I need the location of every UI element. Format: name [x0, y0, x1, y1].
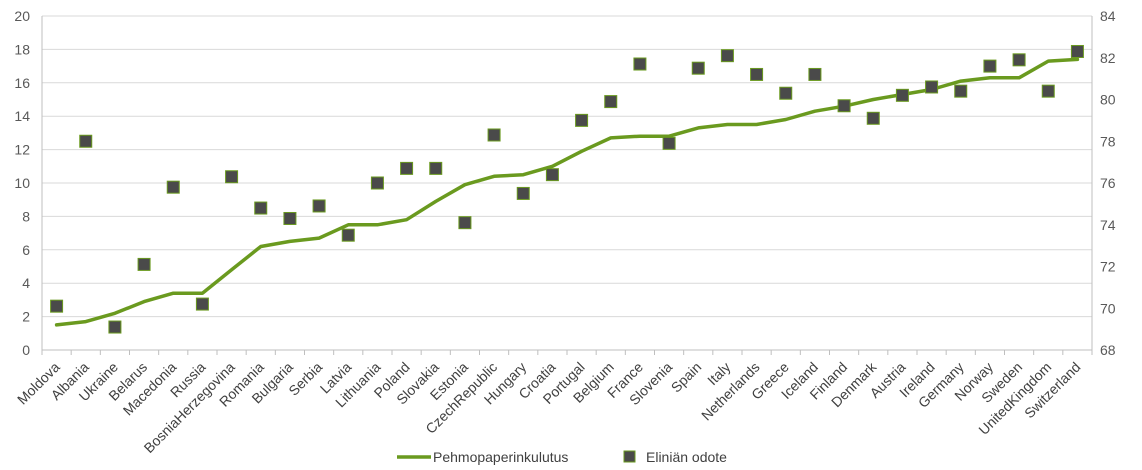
left-tick-label: 20 [14, 8, 30, 24]
category-label: Spain [668, 359, 705, 396]
data-point-marker [691, 61, 705, 75]
right-tick-label: 82 [1100, 50, 1116, 66]
data-point-marker [137, 257, 151, 271]
data-point-marker [633, 57, 647, 71]
data-point-marker [954, 84, 968, 98]
data-point-marker [166, 180, 180, 194]
data-point-marker [662, 136, 676, 150]
right-tick-label: 84 [1100, 8, 1116, 24]
right-axis-ticks: 68 70 72 74 76 78 80 82 84 [1100, 8, 1116, 358]
data-point-marker [458, 216, 472, 230]
data-point-marker [837, 99, 851, 113]
data-point-marker [1070, 44, 1084, 58]
right-tick-label: 72 [1100, 259, 1116, 275]
series-line-pehmopaperinkulutus [54, 57, 1080, 327]
left-tick-label: 14 [14, 108, 30, 124]
data-point-marker [808, 67, 822, 81]
data-point-marker [487, 128, 501, 142]
gridlines [42, 15, 1092, 318]
legend-label-line: Pehmopaperinkulutus [433, 449, 568, 465]
right-tick-label: 68 [1100, 342, 1116, 358]
right-tick-label: 76 [1100, 175, 1116, 191]
category-labels: MoldovaAlbaniaUkraineBelarusMacedoniaRus… [14, 358, 1084, 456]
line-series [54, 57, 1080, 327]
data-point-marker [283, 211, 297, 225]
data-point-marker [604, 95, 618, 109]
data-point-marker [983, 59, 997, 73]
data-point-marker [429, 161, 443, 175]
left-tick-label: 4 [22, 275, 30, 291]
data-point-marker [545, 168, 559, 182]
left-axis-ticks: 0 2 4 6 8 10 12 14 16 18 20 [14, 8, 30, 358]
legend: Pehmopaperinkulutus Eliniän odote [397, 449, 727, 465]
left-tick-label: 0 [22, 342, 30, 358]
data-point-marker [108, 320, 122, 334]
right-tick-label: 80 [1100, 92, 1116, 108]
data-point-marker [1041, 84, 1055, 98]
axes [41, 16, 1093, 355]
left-tick-label: 6 [22, 242, 30, 258]
data-point-marker [895, 88, 909, 102]
data-point-marker [79, 134, 93, 148]
legend-marker-swatch [623, 450, 636, 463]
data-point-marker [225, 170, 239, 184]
left-tick-label: 16 [14, 75, 30, 91]
data-point-marker [866, 111, 880, 125]
right-tick-label: 74 [1100, 217, 1116, 233]
legend-label-marker: Eliniän odote [646, 449, 727, 465]
data-point-marker [516, 186, 530, 200]
left-tick-label: 8 [22, 208, 30, 224]
data-point-marker [50, 299, 64, 313]
data-point-marker [720, 49, 734, 63]
data-point-marker [341, 228, 355, 242]
left-tick-label: 12 [14, 142, 30, 158]
data-point-marker [750, 67, 764, 81]
data-point-marker [575, 113, 589, 127]
data-point-marker [1012, 53, 1026, 67]
data-point-marker [925, 80, 939, 94]
left-tick-label: 2 [22, 309, 30, 325]
marker-series [50, 44, 1084, 334]
data-point-marker [400, 161, 414, 175]
data-point-marker [370, 176, 384, 190]
data-point-marker [312, 199, 326, 213]
data-point-marker [254, 201, 268, 215]
data-point-marker [779, 86, 793, 100]
right-tick-label: 78 [1100, 133, 1116, 149]
category-label: Serbia [285, 359, 325, 399]
right-tick-label: 70 [1100, 300, 1116, 316]
left-tick-label: 18 [14, 41, 30, 57]
data-point-marker [195, 297, 209, 311]
left-tick-label: 10 [14, 175, 30, 191]
